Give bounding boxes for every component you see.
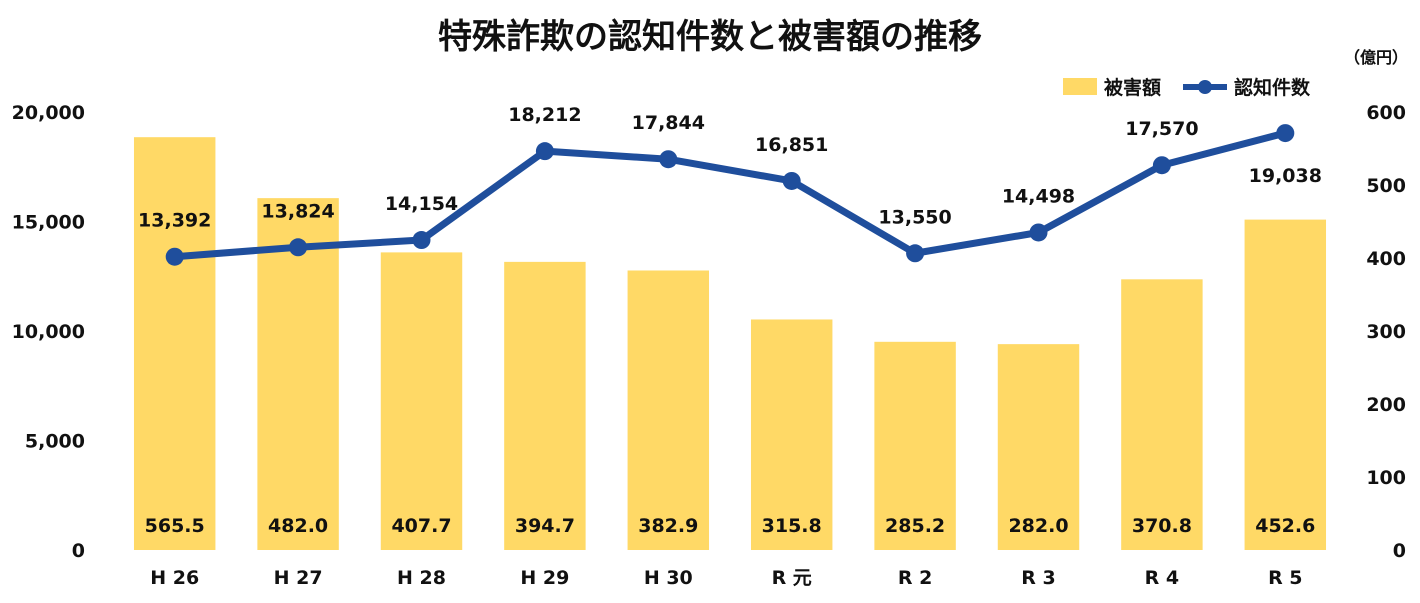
right-tick-label: 500 bbox=[1366, 175, 1406, 197]
legend-bar-label: 被害額 bbox=[1104, 76, 1161, 99]
category-label: R 3 bbox=[1021, 567, 1055, 589]
right-tick-label: 300 bbox=[1366, 321, 1406, 343]
line-point bbox=[535, 142, 554, 161]
category-axis: H 26 H 27 H 28 H 29 H 30 R 元 R 2 R 3 R 4 R 5 bbox=[150, 567, 1302, 589]
right-axis: 0 100 200 300 400 500 600 bbox=[1366, 102, 1406, 562]
category-label: H 29 bbox=[520, 567, 569, 589]
left-tick-label: 0 bbox=[72, 540, 85, 562]
legend: 被害額 認知件数 bbox=[1063, 76, 1311, 99]
right-tick-label: 200 bbox=[1366, 394, 1406, 416]
bar-value-label: 565.5 bbox=[145, 515, 205, 537]
legend-line-marker bbox=[1198, 80, 1212, 94]
right-tick-label: 100 bbox=[1366, 467, 1406, 489]
data-labels: 565.5 482.0 407.7 394.7 382.9 315.8 285.2 282.0… bbox=[138, 104, 1322, 537]
line-point bbox=[165, 247, 184, 266]
bar-series bbox=[133, 137, 1327, 551]
line-value-label: 14,154 bbox=[385, 193, 458, 215]
line-point bbox=[1029, 223, 1048, 242]
category-label: H 30 bbox=[644, 567, 693, 589]
bar-value-label: 285.2 bbox=[885, 515, 945, 537]
bar-value-label: 282.0 bbox=[1008, 515, 1068, 537]
category-label: H 27 bbox=[274, 567, 323, 589]
line-series bbox=[165, 124, 1295, 266]
left-tick-label: 10,000 bbox=[12, 321, 85, 343]
line-point bbox=[412, 231, 431, 250]
bar bbox=[504, 261, 586, 550]
chart-title: 特殊詐欺の認知件数と被害額の推移 bbox=[438, 17, 982, 57]
bar-value-label: 370.8 bbox=[1132, 515, 1192, 537]
bar bbox=[257, 198, 339, 550]
left-axis: 0 5,000 10,000 15,000 20,000 bbox=[12, 102, 85, 562]
bar bbox=[1121, 279, 1203, 550]
line-path bbox=[171, 129, 1289, 261]
left-tick-label: 5,000 bbox=[25, 431, 85, 453]
category-label: H 28 bbox=[397, 567, 446, 589]
right-tick-label: 0 bbox=[1393, 540, 1406, 562]
left-tick-label: 15,000 bbox=[12, 212, 85, 234]
bar bbox=[1244, 219, 1327, 551]
bar bbox=[750, 319, 833, 550]
bar-value-label: 394.7 bbox=[515, 515, 575, 537]
category-label: H 26 bbox=[150, 567, 199, 589]
line-point bbox=[659, 150, 678, 169]
line-value-label: 13,550 bbox=[878, 206, 951, 228]
line-point bbox=[1276, 124, 1295, 143]
bar-value-label: 382.9 bbox=[638, 515, 698, 537]
bar bbox=[380, 252, 463, 550]
bar bbox=[997, 344, 1080, 550]
category-label: R 元 bbox=[772, 567, 812, 589]
line-value-label: 13,392 bbox=[138, 210, 211, 232]
line-point bbox=[1152, 156, 1171, 175]
right-axis-unit: （億円） bbox=[1344, 48, 1408, 67]
legend-bar-swatch bbox=[1063, 78, 1097, 95]
bar bbox=[133, 137, 216, 550]
line-point bbox=[289, 238, 308, 257]
line-value-label: 13,824 bbox=[261, 200, 334, 222]
line-value-label: 17,570 bbox=[1125, 118, 1198, 140]
line-point bbox=[782, 171, 801, 190]
bar bbox=[627, 270, 710, 550]
bar-value-label: 315.8 bbox=[762, 515, 822, 537]
bar-value-label: 452.6 bbox=[1255, 515, 1315, 537]
legend-line-label: 認知件数 bbox=[1234, 76, 1311, 99]
line-value-label: 14,498 bbox=[1002, 185, 1075, 207]
category-label: R 2 bbox=[898, 567, 932, 589]
left-tick-label: 20,000 bbox=[12, 102, 85, 124]
line-value-label: 17,844 bbox=[632, 112, 705, 134]
category-label: R 5 bbox=[1268, 567, 1302, 589]
line-point bbox=[906, 244, 925, 263]
bar-value-label: 407.7 bbox=[391, 515, 451, 537]
right-tick-label: 600 bbox=[1366, 102, 1406, 124]
bar-value-label: 482.0 bbox=[268, 515, 328, 537]
line-value-label: 16,851 bbox=[755, 134, 828, 156]
category-label: R 4 bbox=[1145, 567, 1179, 589]
right-tick-label: 400 bbox=[1366, 248, 1406, 270]
bar bbox=[874, 341, 956, 550]
line-value-label: 19,038 bbox=[1249, 165, 1322, 187]
line-value-label: 18,212 bbox=[508, 104, 581, 126]
